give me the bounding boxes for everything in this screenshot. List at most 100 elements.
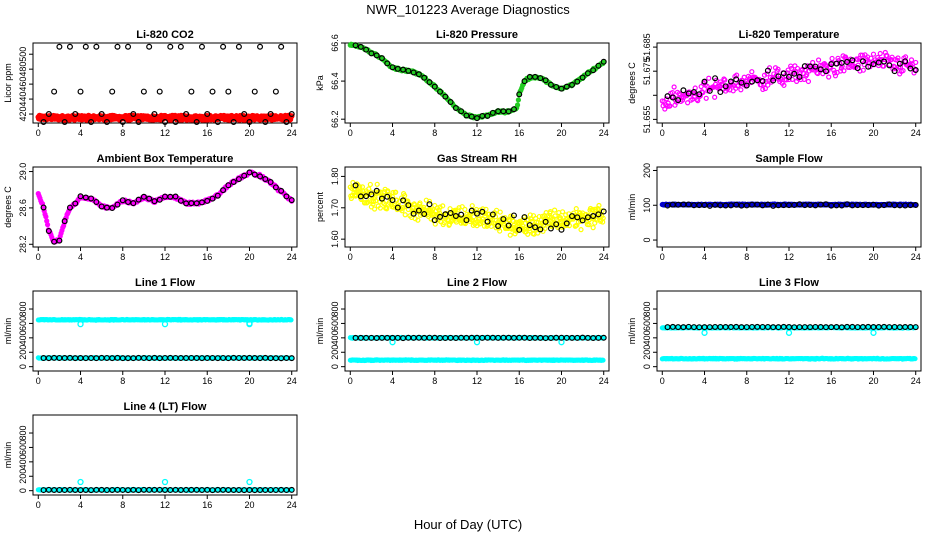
- minute-point: [805, 78, 812, 85]
- hourly-point: [214, 192, 221, 199]
- x-tick-label: 24: [911, 128, 921, 138]
- hourly-point: [214, 118, 221, 125]
- minute-point: [881, 63, 887, 69]
- minute-point: [859, 52, 866, 58]
- minute-point: [288, 317, 294, 323]
- hourly-point: [198, 199, 205, 206]
- hourly-point: [114, 201, 121, 208]
- hourly-point: [278, 43, 285, 50]
- minute-point: [374, 181, 380, 187]
- hourly-point: [865, 63, 872, 70]
- y-tick-label: 0: [330, 364, 340, 369]
- x-tick-label: 4: [390, 252, 395, 262]
- hourly-point: [278, 187, 285, 194]
- hourly-point: [685, 90, 692, 97]
- minute-point: [415, 217, 421, 223]
- x-tick-label: 20: [868, 252, 878, 262]
- y-tick-label: 1.80: [330, 168, 340, 186]
- hourly-point: [204, 197, 211, 204]
- hourly-point: [272, 88, 279, 95]
- hourly-point: [516, 91, 523, 98]
- x-tick-label: 24: [911, 252, 921, 262]
- hourly-point: [812, 63, 819, 70]
- hourly-point: [77, 193, 84, 200]
- minute-point: [377, 205, 383, 211]
- hourly-point: [40, 118, 47, 125]
- y-tick-label: 28.6: [18, 199, 28, 217]
- hourly-point: [156, 196, 163, 203]
- minute-point: [815, 57, 822, 63]
- minute-point: [441, 220, 447, 226]
- hourly-point: [537, 75, 544, 82]
- hourly-point: [209, 88, 216, 95]
- y-tick-label: 440: [18, 92, 28, 107]
- hourly-point: [822, 68, 829, 75]
- y-tick-label: 200: [642, 345, 652, 360]
- hourly-point: [838, 59, 845, 66]
- hourly-point: [119, 118, 126, 125]
- hourly-point: [288, 197, 295, 204]
- hourly-point: [489, 109, 496, 116]
- hourly-point: [447, 99, 454, 106]
- hourly-point: [66, 204, 73, 211]
- minute-point: [841, 68, 847, 74]
- y-axis-label: ml/min: [627, 318, 637, 345]
- minute-point: [357, 188, 363, 194]
- x-tick-label: 4: [702, 376, 707, 386]
- y-axis-label: Licor ppm: [3, 63, 13, 103]
- minute-point: [884, 53, 890, 59]
- x-tick-label: 20: [244, 376, 254, 386]
- hourly-point: [225, 182, 232, 189]
- hourly-point: [114, 43, 121, 50]
- hourly-point: [426, 79, 433, 86]
- hourly-point: [912, 67, 919, 74]
- chart-title: Line 1 Flow: [135, 277, 195, 289]
- x-tick-label: 16: [826, 252, 836, 262]
- y-tick-label: 28.2: [18, 236, 28, 254]
- x-tick-label: 8: [432, 376, 437, 386]
- minute-point: [600, 357, 606, 363]
- hourly-point: [156, 88, 163, 95]
- minute-point: [426, 198, 433, 204]
- x-tick-label: 0: [36, 128, 41, 138]
- y-tick-label: 51.675: [642, 57, 652, 85]
- hourly-point: [251, 88, 258, 95]
- minute-point: [895, 55, 901, 61]
- hourly-point: [172, 193, 179, 200]
- y-tick-label: 66.4: [330, 72, 340, 90]
- minute-point: [870, 51, 877, 57]
- hourly-point: [505, 108, 512, 115]
- minute-point: [859, 57, 865, 64]
- y-axis-label: kPa: [315, 75, 325, 91]
- minute-point: [590, 225, 596, 231]
- page-title: NWR_101223 Average Diagnostics: [366, 2, 570, 17]
- y-tick-label: 800: [330, 302, 340, 317]
- hourly-point: [743, 82, 750, 89]
- minute-point: [837, 68, 844, 74]
- x-tick-label: 12: [472, 376, 482, 386]
- hourly-point: [246, 118, 253, 125]
- y-tick-label: 66.6: [330, 34, 340, 52]
- hourly-point: [542, 77, 549, 84]
- y-tick-label: 200: [642, 163, 652, 178]
- y-tick-label: 600: [642, 316, 652, 331]
- hourly-point: [257, 173, 264, 180]
- x-tick-label: 16: [514, 252, 524, 262]
- hourly-point: [241, 172, 248, 179]
- x-tick-label: 12: [472, 252, 482, 262]
- hourly-point: [569, 81, 576, 88]
- minute-point: [810, 59, 816, 66]
- hourly-point: [405, 67, 412, 74]
- hourly-point: [72, 111, 79, 118]
- x-tick-label: 4: [390, 376, 395, 386]
- y-axis-label: ml/min: [3, 318, 13, 345]
- hourly-point: [474, 115, 481, 122]
- minute-point: [399, 208, 405, 214]
- hourly-point: [521, 78, 528, 85]
- hourly-point: [198, 43, 205, 50]
- hourly-point: [780, 70, 787, 77]
- x-tick-label: 20: [244, 128, 254, 138]
